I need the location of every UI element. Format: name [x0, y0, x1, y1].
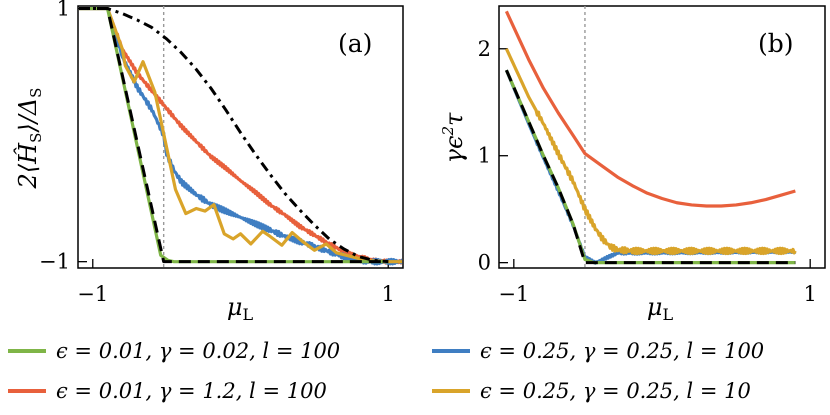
ytick-label-b-0: 2 [478, 37, 491, 61]
xtick-label-a-1: 1 [382, 282, 395, 306]
xtick-label-b-0: −1 [498, 282, 529, 306]
legend: ϵ = 0.01, γ = 0.02, l = 100 ϵ = 0.25, γ =… [8, 339, 764, 403]
ylabel-a: 2⟨ĤS⟩/ΔS [13, 88, 45, 190]
legend-label-0: ϵ = 0.01, γ = 0.02, l = 100 [56, 339, 340, 363]
panel-label-b: (b) [758, 29, 794, 58]
ylabel-b: γϵ2τ [439, 112, 468, 163]
xlabel-a: μL [227, 293, 254, 324]
xlabel-b: μL [647, 293, 674, 324]
legend-label-1: ϵ = 0.25, γ = 0.25, l = 100 [480, 339, 764, 363]
ytick-label-a-0: 1 [57, 0, 70, 21]
plot-frame-b [498, 5, 826, 269]
series-gold-a [79, 7, 402, 264]
panel-a: (a) μL 2⟨ĤS⟩/ΔS −1 1 1 −1 [13, 0, 404, 324]
series-black-dashdot-a [79, 7, 389, 264]
series-black-dashed-a [79, 7, 389, 264]
series-gold-b [504, 48, 797, 256]
ytick-label-a-1: −1 [39, 250, 70, 274]
ytick-label-b-1: 1 [478, 144, 491, 168]
panel-b: (b) μL γϵ2τ −1 1 2 1 0 [439, 5, 826, 324]
ytick-label-b-2: 0 [478, 251, 491, 275]
legend-label-3: ϵ = 0.25, γ = 0.25, l = 10 [480, 379, 751, 403]
xtick-label-b-1: 1 [803, 282, 816, 306]
plot-frame-a [77, 5, 404, 269]
panel-label-a: (a) [338, 29, 372, 58]
series-red-b [504, 10, 796, 208]
plot-area-b: −1 1 2 1 0 [478, 6, 817, 306]
plot-area-a: −1 1 1 −1 [39, 0, 402, 306]
legend-label-2: ϵ = 0.01, γ = 1.2, l = 100 [56, 379, 327, 403]
xtick-label-a-0: −1 [77, 282, 108, 306]
